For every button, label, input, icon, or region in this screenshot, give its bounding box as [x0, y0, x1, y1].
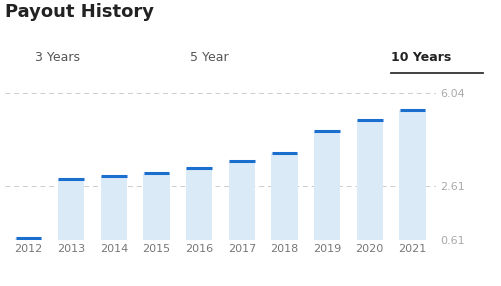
Bar	[101, 176, 127, 240]
Bar	[143, 172, 170, 240]
Text: 10 Years: 10 Years	[391, 51, 451, 64]
Bar	[357, 120, 383, 240]
Bar	[228, 160, 255, 240]
Bar	[58, 179, 84, 240]
Bar	[399, 110, 426, 240]
Text: 3 Years: 3 Years	[35, 51, 80, 64]
Bar	[271, 154, 298, 240]
Bar	[314, 131, 340, 240]
Bar	[15, 238, 42, 240]
Bar	[186, 168, 212, 240]
Text: Payout History: Payout History	[5, 3, 154, 21]
Text: 5 Year: 5 Year	[190, 51, 229, 64]
